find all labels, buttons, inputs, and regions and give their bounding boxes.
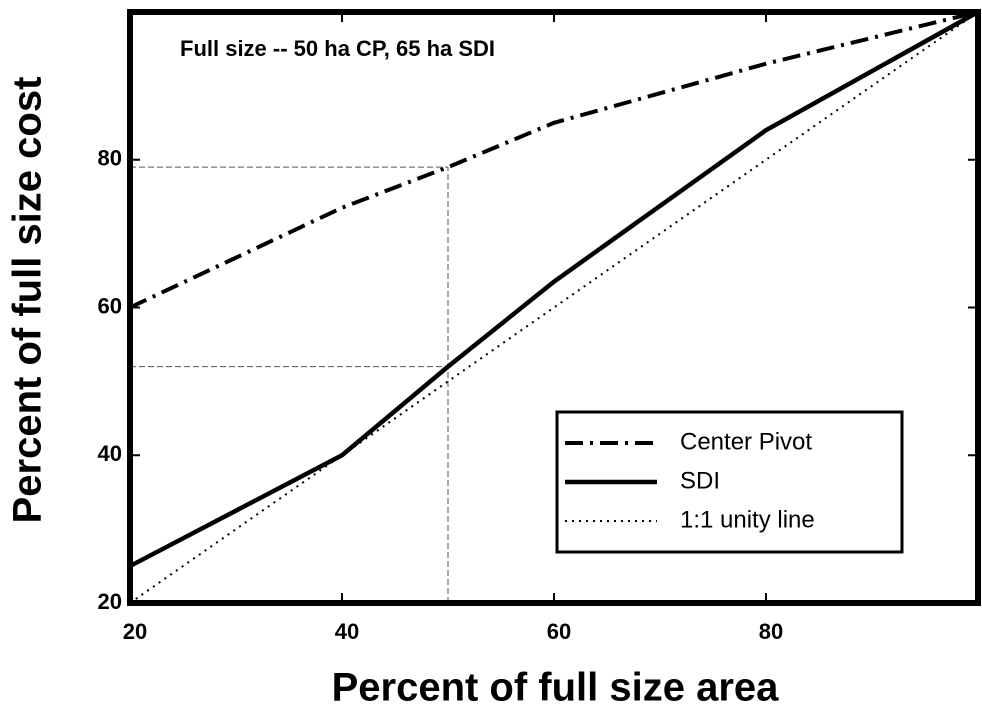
legend-label: Center Pivot bbox=[680, 428, 812, 455]
y-tick-label: 40 bbox=[98, 441, 122, 466]
legend: Center Pivot SDI 1:1 unity line bbox=[555, 410, 904, 554]
series-line bbox=[129, 11, 979, 604]
y-tick-label: 80 bbox=[98, 146, 122, 171]
series-line bbox=[128, 10, 980, 569]
plot-frame bbox=[127, 9, 981, 606]
y-axis-label: Percent of full size cost bbox=[6, 77, 50, 524]
x-axis-label: Percent of full size area bbox=[332, 666, 780, 710]
x-tick-label: 20 bbox=[123, 619, 147, 644]
legend-label: SDI bbox=[680, 467, 720, 494]
x-tick-label: 40 bbox=[335, 619, 359, 644]
y-tick-label: 60 bbox=[98, 293, 122, 318]
y-tick-label: 20 bbox=[98, 589, 122, 614]
x-tick-label: 80 bbox=[759, 619, 783, 644]
x-tick-label: 60 bbox=[547, 619, 571, 644]
legend-label: 1:1 unity line bbox=[680, 506, 815, 533]
annotation: Full size -- 50 ha CP, 65 ha SDI bbox=[180, 36, 495, 61]
